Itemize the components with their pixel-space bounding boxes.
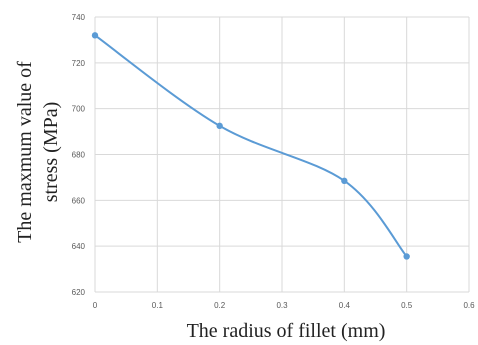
y-tick-label: 680	[72, 151, 86, 160]
y-tick-label: 740	[72, 13, 86, 22]
y-axis-title: The maxmum value of stress (MPa)	[14, 61, 62, 243]
y-axis-title-line-1: The maxmum value of	[14, 61, 36, 243]
y-tick-label: 620	[72, 288, 86, 297]
x-tick-label: 0.2	[214, 301, 226, 310]
y-tick-label: 720	[72, 59, 86, 68]
x-tick-label: 0.6	[463, 301, 475, 310]
x-tick-label: 0.5	[401, 301, 413, 310]
x-tick-label: 0.3	[276, 301, 288, 310]
y-tick-label: 640	[72, 242, 86, 251]
series-line	[94, 34, 408, 258]
x-tick-label: 0.1	[152, 301, 164, 310]
data-points	[91, 32, 410, 260]
grid	[94, 16, 470, 293]
x-tick-label: 0	[93, 301, 98, 310]
y-tick-label: 660	[72, 196, 86, 205]
y-axis-title-line-2: stress (MPa)	[40, 102, 62, 203]
x-axis-title: The radius of fillet (mm)	[187, 320, 386, 342]
x-tick-label: 0.4	[339, 301, 351, 310]
data-point	[341, 177, 348, 185]
x-tick-labels: 0 0.1 0.2 0.3 0.4 0.5 0.6	[93, 301, 475, 310]
y-tick-labels: 620 640 660 680 700 720 740	[72, 13, 86, 297]
data-point	[216, 122, 223, 130]
y-tick-label: 700	[72, 105, 86, 114]
data-point	[403, 253, 410, 260]
data-point	[91, 32, 99, 39]
